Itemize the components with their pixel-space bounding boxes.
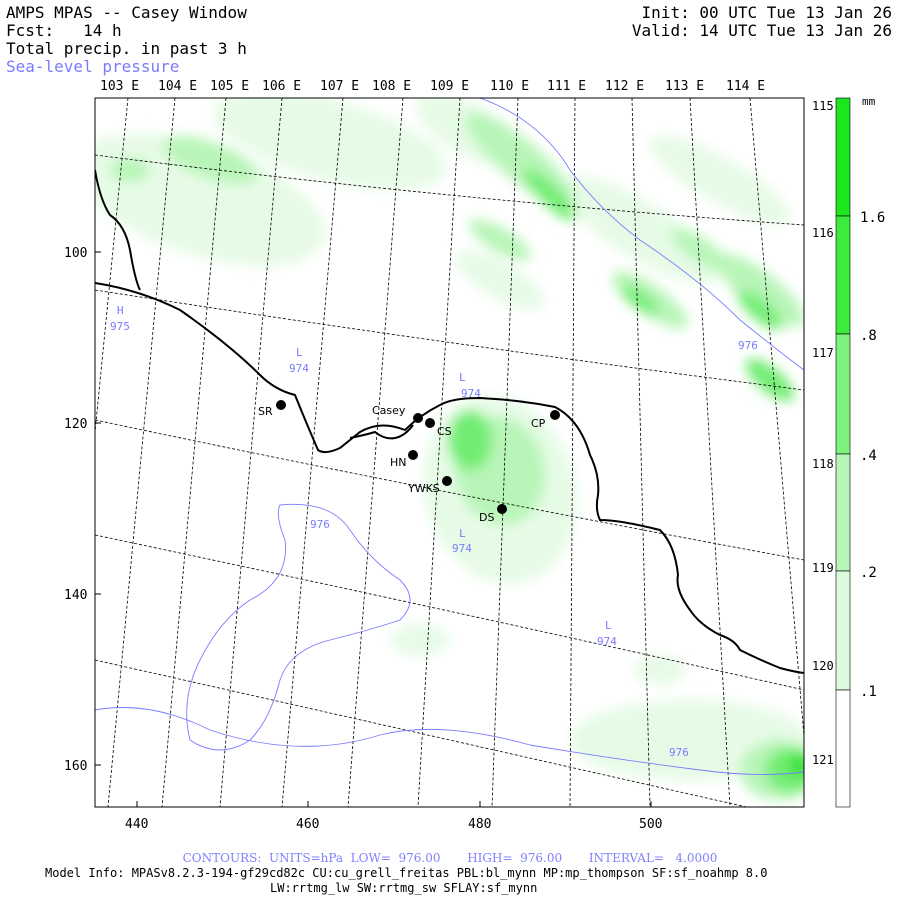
valid-time: Valid: 14 UTC Tue 13 Jan 26 — [631, 21, 892, 40]
low-marker: L — [459, 371, 466, 384]
precip-shading — [95, 98, 804, 800]
x-tick-label: 440 — [125, 817, 148, 832]
model-info-line1: Model Info: MPASv8.2.3-194-gf29cd82c CU:… — [45, 866, 768, 880]
lon-label: 108 E — [372, 79, 411, 94]
pressure-labels: H 975 L 974 L 974 L 974 L 974 976 976 97… — [110, 304, 758, 759]
lon-label: 105 E — [210, 79, 249, 94]
pressure-contours — [95, 98, 804, 776]
lon-label: 112 E — [605, 79, 644, 94]
station-marker — [550, 410, 560, 420]
station-marker — [413, 413, 423, 423]
station-marker — [276, 400, 286, 410]
station-label: DS — [479, 511, 494, 524]
field-name: Total precip. in past 3 h — [6, 39, 247, 58]
pressure-value: 976 — [310, 518, 330, 531]
station-label: SR — [258, 405, 273, 418]
contour-info: CONTOURS: UNITS=hPa LOW= 976.00 HIGH= 97… — [182, 851, 718, 865]
station-marker — [497, 504, 507, 514]
colorbar — [835, 97, 851, 808]
high-marker: H — [117, 304, 124, 317]
init-time: Init: 00 UTC Tue 13 Jan 26 — [641, 3, 892, 22]
colorbar-unit: mm — [862, 95, 876, 108]
pressure-value: 974 — [452, 542, 472, 555]
header-right: Init: 00 UTC Tue 13 Jan 26 Valid: 14 UTC… — [632, 4, 892, 40]
station-label: YWKS — [407, 482, 440, 495]
coastline — [95, 169, 804, 674]
y-axis: 100 120 140 160 — [64, 246, 101, 774]
lon-label: 114 E — [726, 79, 765, 94]
top-lon-labels: 103 E 104 E 105 E 106 E 107 E 108 E 109 … — [100, 79, 765, 94]
lon-label: 103 E — [100, 79, 139, 94]
low-marker: L — [605, 619, 612, 632]
header-left: AMPS MPAS -- Casey Window Fcst: 14 h Tot… — [6, 4, 247, 76]
station-marker — [408, 450, 418, 460]
lon-label: 104 E — [158, 79, 197, 94]
y-tick-label: 140 — [64, 588, 87, 603]
graticule — [95, 98, 804, 807]
x-tick-label: 460 — [296, 817, 319, 832]
model-info-line2: LW:rrtmg_lw SW:rrtmg_sw SFLAY:sf_mynn — [270, 881, 538, 895]
pressure-value: 974 — [597, 635, 617, 648]
lon-label: 107 E — [320, 79, 359, 94]
lon-label: 110 E — [490, 79, 529, 94]
map-title: AMPS MPAS -- Casey Window — [6, 3, 247, 22]
y-tick-label: 160 — [64, 759, 87, 774]
x-tick-label: 480 — [468, 817, 491, 832]
overlay-name: Sea-level pressure — [6, 57, 180, 76]
low-marker: L — [459, 527, 466, 540]
colorbar-label: .2 — [860, 565, 877, 581]
colorbar-label: 1.6 — [860, 210, 885, 226]
station-label: CP — [531, 417, 546, 430]
station-label: CS — [437, 425, 452, 438]
lon-label: 111 E — [547, 79, 586, 94]
station-marker — [442, 476, 452, 486]
pressure-value: 974 — [289, 362, 309, 375]
lon-label: 106 E — [262, 79, 301, 94]
pressure-value: 976 — [669, 746, 689, 759]
pressure-value: 976 — [738, 339, 758, 352]
lon-label: 113 E — [665, 79, 704, 94]
low-marker: L — [296, 346, 303, 359]
y-tick-label: 100 — [64, 246, 87, 261]
forecast-hour: Fcst: 14 h — [6, 21, 122, 40]
stations: SR Casey CS HN YWKS DS CP — [258, 400, 560, 524]
colorbar-label: .8 — [860, 328, 877, 344]
station-label: Casey — [372, 404, 406, 417]
y-tick-label: 120 — [64, 417, 87, 432]
pressure-value: 974 — [461, 387, 481, 400]
lon-label: 109 E — [430, 79, 469, 94]
plot-frame — [94, 97, 805, 808]
pressure-value: 975 — [110, 320, 130, 333]
station-marker — [425, 418, 435, 428]
colorbar-labels: mm 1.6 .8 .4 .2 .1 — [860, 95, 885, 700]
x-tick-label: 500 — [639, 817, 662, 832]
colorbar-label: .4 — [860, 448, 877, 464]
station-label: HN — [390, 456, 407, 469]
colorbar-label: .1 — [860, 684, 877, 700]
x-axis: 440 460 480 500 — [125, 801, 662, 832]
